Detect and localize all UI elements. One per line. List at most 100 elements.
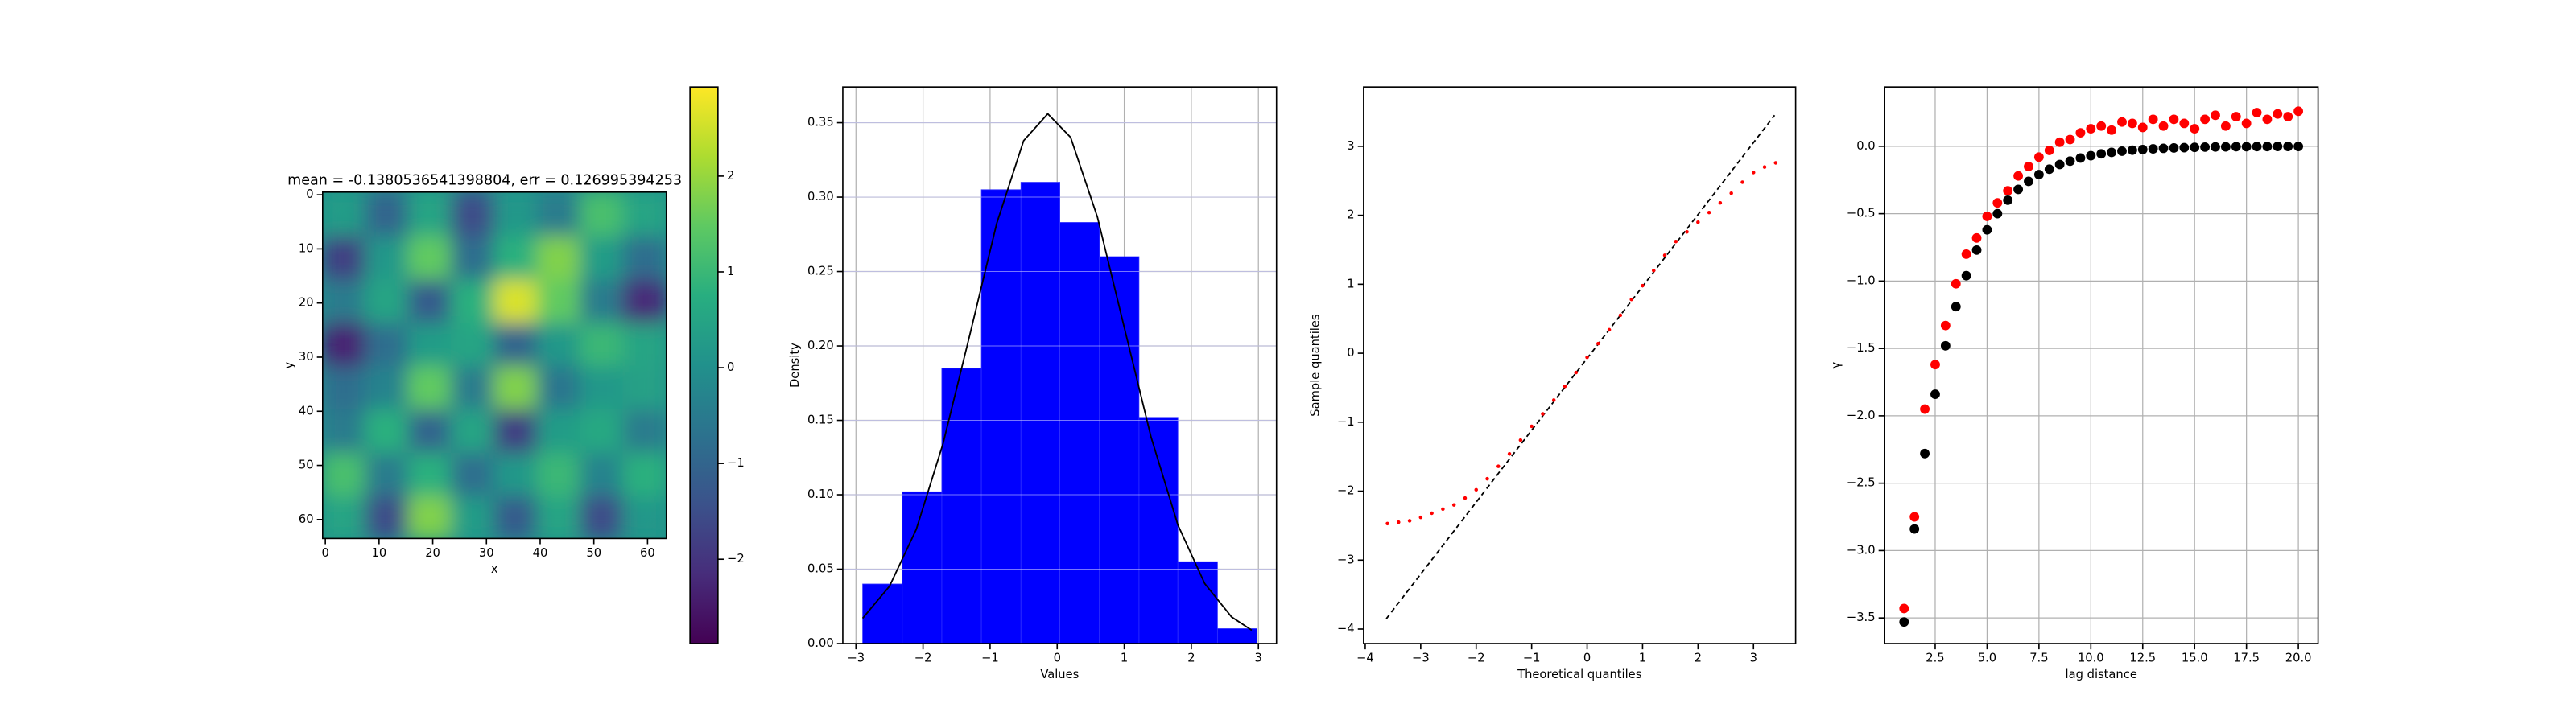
point	[2211, 142, 2220, 152]
point	[2137, 144, 2148, 154]
heatmap-cell	[622, 278, 667, 323]
y-tick-label: 0.20	[807, 339, 834, 352]
point	[2190, 124, 2200, 134]
heatmap-cell	[365, 234, 410, 280]
point	[2096, 121, 2107, 131]
point	[2231, 112, 2241, 121]
y-tick-label: −3	[1337, 553, 1355, 566]
x-axis-label: Values	[1040, 668, 1079, 681]
bar	[1059, 222, 1100, 644]
point	[1940, 320, 1951, 331]
heatmap-cell	[365, 407, 410, 453]
point	[2086, 124, 2096, 134]
point	[2211, 110, 2220, 121]
point	[1596, 341, 1600, 346]
point	[2086, 150, 2096, 161]
point	[1696, 220, 1700, 224]
y-tick-label: −3.0	[1847, 543, 1876, 557]
point	[2158, 121, 2169, 131]
y-tick-label: −1.0	[1847, 274, 1876, 287]
point	[1899, 603, 1909, 614]
colorbar-tick-label: 2	[727, 169, 734, 183]
y-tick-label: 0	[1347, 346, 1354, 360]
point	[1618, 313, 1623, 318]
point	[2293, 106, 2304, 117]
heatmap-cell	[580, 364, 625, 409]
heatmap-cell	[536, 278, 582, 323]
point	[2013, 184, 2024, 195]
point	[1441, 507, 1445, 512]
x-tick-label: 0	[1054, 651, 1061, 664]
x-tick-label: 60	[640, 546, 655, 560]
point	[1982, 212, 1992, 221]
heatmap-cell	[407, 191, 452, 237]
point	[1641, 283, 1645, 288]
heatmap-cell	[322, 407, 367, 453]
bar	[1099, 256, 1140, 644]
point	[1971, 245, 1982, 255]
y-tick-label: 0	[306, 187, 313, 201]
x-tick-label: 17.5	[2233, 651, 2260, 664]
point	[2013, 171, 2024, 181]
point	[2107, 125, 2117, 135]
y-tick-label: 30	[299, 350, 314, 364]
heatmap-cell	[407, 407, 452, 453]
y-tick-label: 50	[299, 459, 314, 472]
heatmap-cell	[450, 321, 496, 367]
point	[2273, 142, 2283, 151]
x-tick-label: 3	[1750, 651, 1757, 664]
point	[2283, 142, 2293, 151]
point	[1530, 424, 1534, 429]
heatmap-cell	[322, 450, 367, 496]
heatmap-cell	[580, 278, 625, 323]
point	[2273, 109, 2283, 119]
point	[1909, 512, 1920, 522]
x-tick-label: −2	[1468, 651, 1485, 664]
x-tick-label: 5.0	[1978, 651, 1996, 664]
point	[2107, 147, 2117, 158]
y-tick-label: 40	[299, 404, 314, 418]
heatmap-cell	[450, 191, 496, 237]
heatmap-cell	[493, 321, 539, 367]
point	[2262, 114, 2273, 125]
x-tick-label: −3	[1412, 651, 1430, 664]
chart-title: mean = -0.1380536541398804, err = 0.1269…	[287, 172, 718, 188]
point	[2137, 122, 2148, 133]
y-tick-label: 0.0	[1856, 139, 1875, 153]
heatmap-cell	[536, 364, 582, 409]
x-tick-label: 30	[479, 546, 494, 560]
point	[1407, 519, 1412, 523]
heatmap-cell	[536, 321, 582, 367]
point	[1518, 438, 1523, 442]
colorbar-tick-label: −2	[727, 552, 745, 566]
point	[1982, 224, 1992, 235]
point	[2241, 142, 2252, 152]
point	[2190, 142, 2200, 153]
point	[1551, 398, 1556, 402]
point	[2054, 137, 2065, 147]
heatmap-cell	[580, 407, 625, 453]
panel: 2.5 5.0 7.5 10.0 12.5 15.0 17.5 20.0 −3.5 −3.0 −2.…	[1830, 86, 2319, 681]
point	[1485, 476, 1489, 481]
point	[2220, 142, 2231, 152]
point	[1773, 161, 1778, 165]
point	[1474, 487, 1478, 492]
heatmap-cell	[622, 321, 667, 367]
bar	[1177, 561, 1218, 644]
y-axis-label: γ	[1830, 361, 1843, 368]
y-tick-label: 0.15	[807, 413, 834, 427]
point	[1563, 384, 1567, 389]
point	[1951, 302, 1961, 312]
point	[1752, 171, 1756, 175]
point	[2024, 176, 2033, 187]
x-tick-label: 10	[372, 546, 387, 560]
point	[2075, 153, 2086, 163]
bar	[941, 368, 982, 644]
x-tick-label: 2	[1695, 651, 1702, 664]
x-tick-label: 20	[425, 546, 440, 560]
x-tick-label: 20.0	[2285, 651, 2312, 664]
y-tick-label: −0.5	[1847, 207, 1876, 220]
heatmap-cell	[493, 191, 539, 237]
